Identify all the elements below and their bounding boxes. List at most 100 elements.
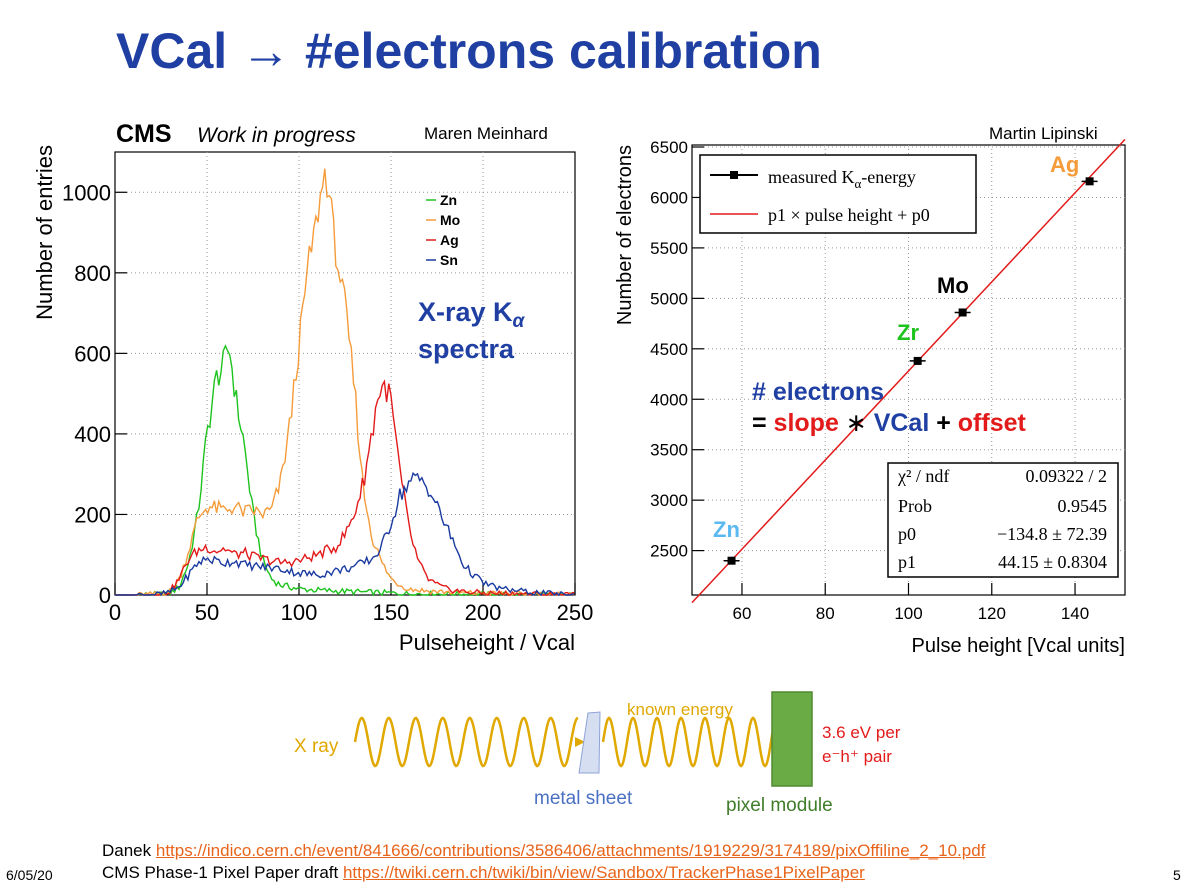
- left-plot-frame: [114, 151, 576, 596]
- left-x-tick-label: 200: [465, 600, 502, 625]
- right-y-axis-label: Number of electrons: [614, 145, 636, 325]
- right-y-tick-label: 6500: [650, 138, 688, 157]
- metal-sheet-label: metal sheet: [534, 788, 633, 809]
- reference-1-link[interactable]: https://indico.cern.ch/event/841666/cont…: [155, 841, 986, 860]
- xray-wave: [353, 716, 579, 768]
- legend-measured-sub: α: [854, 176, 861, 191]
- xray-label: X ray: [294, 736, 339, 757]
- stat-prob-value: 0.9545: [1058, 496, 1108, 516]
- data-point-mo: [958, 308, 967, 317]
- left-y-tick-label: 400: [74, 422, 111, 447]
- work-in-progress-label: Work in progress: [197, 124, 356, 147]
- stat-chi2-value: 0.09322 / 2: [1025, 466, 1107, 486]
- left-legend-label-ag: Ag: [440, 232, 459, 248]
- right-x-axis-label: Pulse height [Vcal units]: [912, 635, 1125, 657]
- left-y-axis-label: Number of entries: [32, 145, 57, 320]
- data-point-ag: [1085, 177, 1094, 186]
- stat-p0-label: p0: [898, 524, 916, 544]
- xray-annotation: X-ray Kα: [418, 297, 526, 332]
- references: Danek https://indico.cern.ch/event/84166…: [102, 840, 985, 884]
- legend-measured-suffix: -energy: [861, 167, 916, 187]
- left-y-tick-label: 800: [74, 261, 111, 286]
- stat-p1-value: 44.15 ± 0.8304: [998, 552, 1107, 572]
- right-y-tick-label: 6000: [650, 188, 688, 207]
- left-x-tick-label: 50: [195, 600, 219, 625]
- formula-eq: =: [752, 409, 774, 437]
- series-line-sn: [115, 471, 575, 597]
- right-x-tick-label: 60: [733, 604, 752, 623]
- point-label-ag: Ag: [1050, 152, 1079, 177]
- left-legend-label-mo: Mo: [440, 212, 460, 228]
- data-point-zr: [913, 356, 922, 365]
- left-x-tick-label: 100: [281, 600, 318, 625]
- right-x-tick-label: 100: [894, 604, 922, 623]
- xray-annotation-sub: α: [513, 311, 526, 332]
- legend-measured-text: measured K: [768, 167, 854, 187]
- xray-annotation-text: X-ray K: [418, 297, 513, 327]
- cms-label: CMS: [116, 120, 172, 148]
- energy-per-pair-line2: e⁻h⁺ pair: [822, 747, 892, 766]
- xray-arrowhead: [575, 737, 585, 747]
- point-label-mo: Mo: [937, 273, 969, 298]
- left-y-tick-label: 600: [74, 341, 111, 366]
- left-x-tick-label: 0: [109, 600, 121, 625]
- left-x-tick-label: 250: [557, 600, 594, 625]
- formula-slope: slope: [774, 409, 839, 437]
- legend-measured-label: measured Kα-energy: [768, 167, 916, 191]
- fit-line: [691, 138, 1126, 604]
- reference-2-link[interactable]: https://twiki.cern.ch/twiki/bin/view/San…: [342, 863, 865, 882]
- pixel-module-label: pixel module: [726, 795, 833, 816]
- right-y-tick-label: 2500: [650, 542, 688, 561]
- point-label-zn: Zn: [713, 517, 740, 542]
- left-legend-label-sn: Sn: [440, 252, 458, 268]
- stat-chi2-label: χ² / ndf: [897, 466, 949, 486]
- formula-line2: = slope ∗ VCal + offset: [752, 409, 1027, 437]
- left-x-axis-label: Pulseheight / Vcal: [399, 630, 575, 655]
- right-y-tick-label: 4500: [650, 340, 688, 359]
- right-author: Martin Lipinski: [989, 124, 1098, 143]
- xray-annotation-line2: spectra: [418, 334, 515, 364]
- right-x-tick-label: 80: [816, 604, 835, 623]
- legend-fit-label: p1 × pulse height + p0: [768, 205, 930, 225]
- left-y-tick-label: 0: [99, 583, 111, 608]
- stat-p1-label: p1: [898, 552, 916, 572]
- stat-prob-label: Prob: [898, 496, 932, 516]
- reference-1-prefix: Danek: [102, 841, 156, 860]
- left-y-tick-label: 1000: [62, 180, 111, 205]
- left-legend-label-zn: Zn: [440, 192, 457, 208]
- left-y-tick-label: 200: [74, 502, 111, 527]
- right-y-tick-label: 5000: [650, 289, 688, 308]
- stat-p0-value: −134.8 ± 72.39: [997, 524, 1107, 544]
- formula-vcal: VCal: [874, 409, 930, 437]
- pixel-module: [771, 691, 813, 787]
- right-y-tick-label: 3000: [650, 491, 688, 510]
- formula-plus: +: [929, 409, 958, 437]
- right-legend-box: [699, 154, 977, 234]
- formula-line1: # electrons: [752, 378, 884, 406]
- point-label-zr: Zr: [897, 320, 919, 345]
- formula-offset: offset: [958, 409, 1027, 437]
- reference-2: CMS Phase-1 Pixel Paper draft https://tw…: [102, 862, 985, 884]
- series-line-ag: [115, 379, 575, 597]
- slide-title: VCal → #electrons calibration: [116, 23, 822, 79]
- slide-date: 6/05/20: [6, 867, 53, 883]
- left-x-tick-label: 150: [373, 600, 410, 625]
- metal-sheet: [578, 711, 601, 774]
- right-x-tick-label: 140: [1061, 604, 1089, 623]
- formula-times: ∗: [839, 409, 874, 437]
- energy-per-pair-line1: 3.6 eV per: [822, 723, 901, 742]
- right-y-tick-label: 4000: [650, 390, 688, 409]
- known-energy-label: known energy: [627, 700, 733, 719]
- fit-stats-box: [887, 462, 1119, 578]
- legend-measured-marker: [730, 171, 738, 179]
- right-y-tick-label: 3500: [650, 441, 688, 460]
- reference-1: Danek https://indico.cern.ch/event/84166…: [102, 840, 985, 862]
- right-x-tick-label: 120: [978, 604, 1006, 623]
- data-point-zn: [727, 556, 736, 565]
- page-number: 5: [1173, 867, 1181, 883]
- right-y-tick-label: 5500: [650, 239, 688, 258]
- reference-2-prefix: CMS Phase-1 Pixel Paper draft: [102, 863, 343, 882]
